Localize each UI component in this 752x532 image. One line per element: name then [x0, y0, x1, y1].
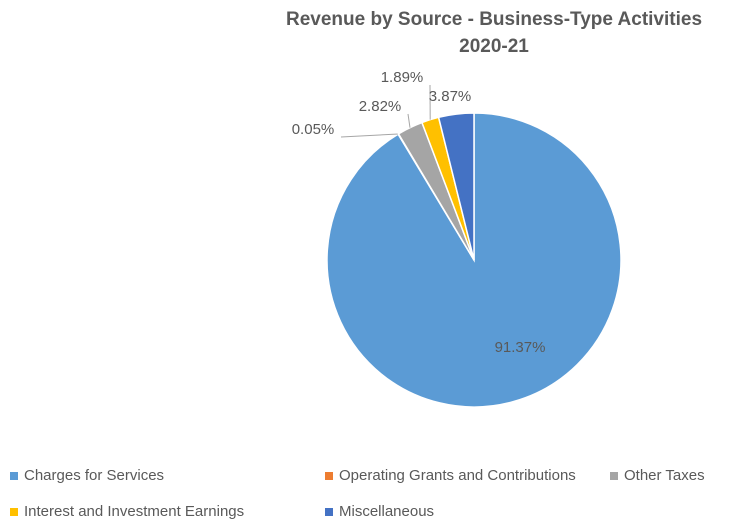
legend-swatch: [325, 472, 333, 480]
legend-label: Operating Grants and Contributions: [339, 467, 576, 484]
legend-swatch: [10, 472, 18, 480]
data-label: 91.37%: [495, 339, 546, 356]
legend-label: Miscellaneous: [339, 503, 434, 520]
leader-line: [408, 114, 410, 128]
legend-label: Interest and Investment Earnings: [24, 503, 244, 520]
leader-line: [341, 134, 398, 137]
legend-swatch: [10, 508, 18, 516]
data-label: 1.89%: [381, 69, 424, 86]
legend-swatch: [325, 508, 333, 516]
chart-title: Revenue by Source - Business-Type Activi…: [286, 9, 702, 30]
data-label: 2.82%: [359, 98, 402, 115]
chart-title: 2020-21: [459, 36, 529, 57]
legend-swatch: [610, 472, 618, 480]
data-label: 0.05%: [292, 121, 335, 138]
legend-label: Other Taxes: [624, 467, 705, 484]
legend-label: Charges for Services: [24, 467, 164, 484]
data-label: 3.87%: [429, 88, 472, 105]
